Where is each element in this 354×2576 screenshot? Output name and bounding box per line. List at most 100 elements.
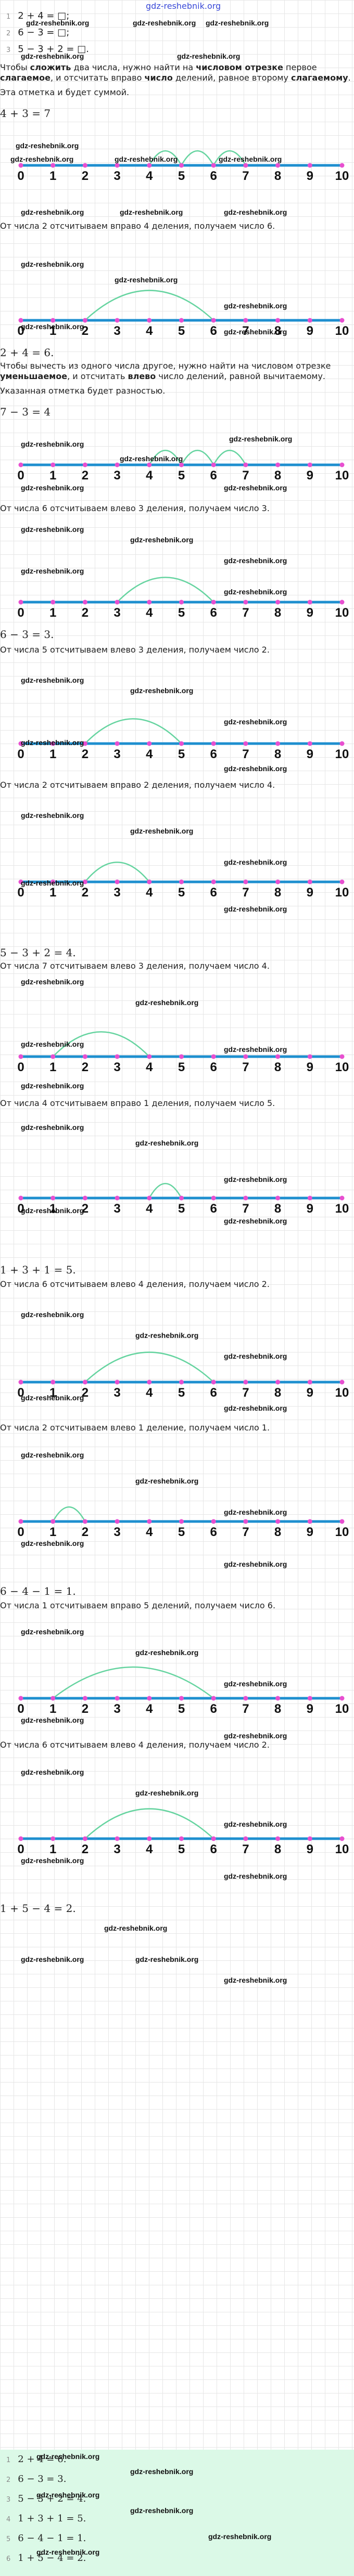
caption: От числа 6 отсчитываем влево 4 деления, … bbox=[0, 1279, 270, 1289]
tick-dot bbox=[50, 163, 56, 168]
tick-label: 3 bbox=[113, 324, 120, 338]
watermark-text: gdz-reshebnik.org bbox=[224, 588, 287, 596]
watermark-text: gdz-reshebnik.org bbox=[21, 1955, 84, 1963]
number-line: 0 1 2 3 4 5 6 7 8 9 10 bbox=[17, 862, 349, 900]
tick-dot bbox=[18, 1696, 23, 1701]
tick-dot bbox=[115, 462, 120, 467]
jump-arc bbox=[117, 577, 214, 603]
answer-item: 6 1 + 5 − 4 = 2. bbox=[6, 2553, 86, 2564]
watermark-text: gdz-reshebnik.org bbox=[224, 208, 287, 216]
subtraction-rule-end: Указанная отметка будет разностью. bbox=[0, 386, 166, 396]
tick-dot bbox=[115, 1195, 120, 1201]
caption: От числа 7 отсчитываем влево 3 деления, … bbox=[0, 961, 270, 971]
tick-dot bbox=[18, 600, 23, 605]
watermark-text: gdz-reshebnik.org bbox=[115, 276, 178, 284]
tick-label: 8 bbox=[274, 606, 281, 620]
tick-dot bbox=[339, 1380, 345, 1385]
answer-text: 1 + 3 + 1 = 5. bbox=[18, 2513, 86, 2524]
watermark-text: gdz-reshebnik.org bbox=[21, 1310, 84, 1319]
tick-label: 3 bbox=[113, 469, 120, 483]
tick-label: 8 bbox=[274, 469, 281, 483]
equation: 2 + 4 = 6. bbox=[0, 346, 54, 359]
tick-dot bbox=[211, 1195, 216, 1201]
tick-label: 2 bbox=[82, 886, 88, 900]
tick-label: 9 bbox=[307, 469, 313, 483]
watermark-text: gdz-reshebnik.org bbox=[104, 1924, 168, 1932]
watermark-text: gdz-reshebnik.org bbox=[21, 1539, 84, 1547]
watermark-text: gdz-reshebnik.org bbox=[130, 2467, 194, 2476]
tick-label: 3 bbox=[113, 1060, 120, 1074]
answer-number: 6 bbox=[6, 2555, 11, 2563]
tick-label: 5 bbox=[178, 1060, 185, 1074]
watermark-text: gdz-reshebnik.org bbox=[224, 1820, 287, 1828]
tick-label: 2 bbox=[82, 1060, 88, 1074]
equation: 6 − 3 = 3. bbox=[0, 628, 54, 641]
tick-label: 4 bbox=[146, 1525, 153, 1539]
tick-label: 5 bbox=[178, 324, 185, 338]
watermark-text: gdz-reshebnik.org bbox=[224, 328, 287, 336]
tick-label: 4 bbox=[146, 747, 153, 761]
tick-dot bbox=[82, 1195, 87, 1201]
watermark-text: gdz-reshebnik.org bbox=[36, 2548, 100, 2556]
site-link[interactable]: gdz-reshebnik.org bbox=[146, 1, 221, 11]
tick-label: 5 bbox=[178, 1702, 185, 1716]
tick-dot bbox=[307, 462, 312, 467]
tick-dot bbox=[18, 1195, 23, 1201]
watermark-text: gdz-reshebnik.org bbox=[21, 440, 84, 448]
watermark-text: gdz-reshebnik.org bbox=[21, 738, 84, 747]
tick-label: 10 bbox=[335, 1060, 349, 1074]
tick-label: 2 bbox=[82, 1386, 88, 1400]
tick-dot bbox=[18, 462, 23, 467]
tick-label: 5 bbox=[178, 1842, 185, 1856]
tick-dot bbox=[339, 1054, 345, 1059]
tick-dot bbox=[147, 741, 152, 746]
tick-dot bbox=[275, 163, 281, 168]
tick-label: 4 bbox=[146, 1202, 153, 1216]
tick-label: 0 bbox=[17, 1386, 24, 1400]
tick-label: 7 bbox=[242, 1202, 249, 1216]
watermark-text: gdz-reshebnik.org bbox=[130, 2506, 194, 2515]
jump-arc bbox=[84, 290, 214, 321]
tick-dot bbox=[147, 1380, 152, 1385]
tick-dot bbox=[147, 1195, 152, 1201]
text-fragment: , и отсчитать вправо bbox=[50, 73, 145, 83]
tick-label: 8 bbox=[274, 1060, 281, 1074]
tick-label: 0 bbox=[17, 169, 24, 183]
tick-dot bbox=[18, 318, 23, 323]
tick-dot bbox=[115, 741, 120, 746]
watermark-text: gdz-reshebnik.org bbox=[26, 19, 90, 27]
jump-arc bbox=[52, 1666, 214, 1699]
tick-dot bbox=[307, 163, 312, 168]
tick-dot bbox=[179, 163, 184, 168]
tick-label: 1 bbox=[49, 1525, 56, 1539]
jump-arc bbox=[181, 450, 214, 465]
task-number: 3 bbox=[6, 46, 11, 54]
tick-dot bbox=[339, 741, 345, 746]
tick-dot bbox=[50, 462, 56, 467]
jump-arc bbox=[52, 1031, 150, 1057]
watermark-text: gdz-reshebnik.org bbox=[224, 764, 287, 773]
text-fragment: число делений, равной вычитаемому. bbox=[156, 371, 326, 381]
answer-number: 4 bbox=[6, 2516, 11, 2523]
text-fragment: Чтобы вычесть из одного числа другое, ну… bbox=[0, 361, 331, 371]
jump-arc bbox=[181, 150, 214, 166]
number-line: 0 1 2 3 4 5 6 7 8 9 10 bbox=[17, 1506, 349, 1539]
tick-label: 10 bbox=[335, 1525, 349, 1539]
task-item: 2 6 − 3 = □; bbox=[6, 27, 69, 38]
answer-text: 1 + 5 − 4 = 2. bbox=[18, 2553, 86, 2564]
text-fragment: первое bbox=[283, 62, 317, 72]
tick-label: 9 bbox=[307, 1842, 313, 1856]
tick-dot bbox=[82, 1696, 87, 1701]
answer-item: 2 6 − 3 = 3. bbox=[6, 2474, 66, 2484]
tick-dot bbox=[179, 318, 184, 323]
tick-dot bbox=[307, 1054, 312, 1059]
tick-label: 10 bbox=[335, 886, 349, 900]
task-text: 5 − 3 + 2 = □. bbox=[18, 44, 89, 55]
tick-dot bbox=[50, 1696, 56, 1701]
text-fragment: . bbox=[348, 73, 351, 83]
text-bold: числовом отрезке bbox=[196, 62, 283, 72]
tick-label: 10 bbox=[335, 1386, 349, 1400]
watermark-text: gdz-reshebnik.org bbox=[229, 435, 293, 443]
tick-label: 0 bbox=[17, 1702, 24, 1716]
tick-label: 8 bbox=[274, 169, 281, 183]
